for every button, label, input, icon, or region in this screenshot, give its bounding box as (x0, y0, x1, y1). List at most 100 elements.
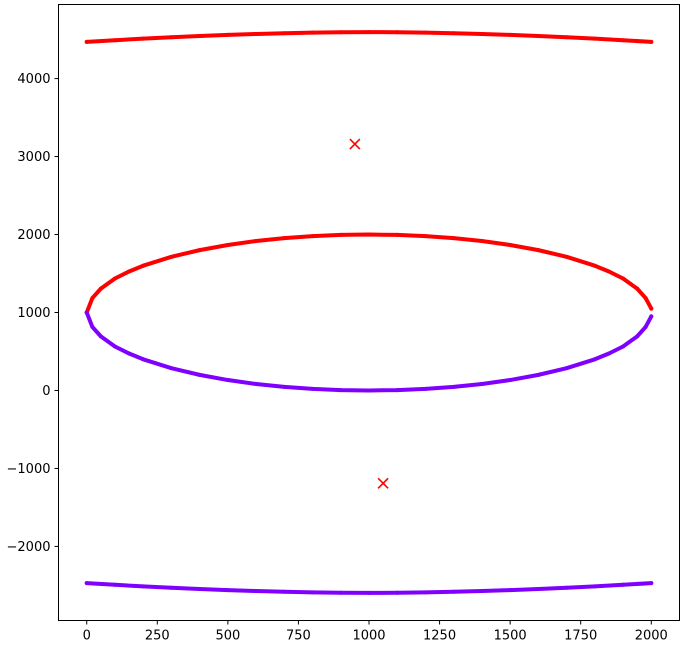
data-point (310, 590, 315, 595)
data-point (84, 581, 89, 586)
data-point (423, 590, 428, 595)
data-point (282, 384, 287, 389)
data-point (112, 276, 117, 281)
data-point (423, 386, 428, 391)
x-tick-label: 1500 (494, 629, 527, 644)
data-point (127, 351, 132, 356)
series-4 (349, 138, 389, 489)
data-point (395, 30, 400, 35)
data-point (423, 234, 428, 239)
data-point (621, 582, 626, 587)
data-point (84, 39, 89, 44)
data-point (225, 378, 230, 383)
series-0 (84, 30, 654, 44)
y-tick-label: 0 (42, 384, 50, 399)
x-axis: 0 250 500 750 1000 1250 1500 1750 2000 (83, 620, 668, 644)
data-point (564, 254, 569, 259)
data-point (338, 590, 343, 595)
data-point (169, 254, 174, 259)
data-point (536, 586, 541, 591)
data-point (367, 232, 371, 237)
data-point (606, 269, 611, 274)
data-point (643, 296, 648, 301)
x-tick-label: 1000 (352, 629, 385, 644)
data-point (451, 384, 456, 389)
data-point (367, 388, 371, 393)
data-point (254, 238, 259, 243)
data-point (606, 351, 611, 356)
data-point (564, 366, 569, 371)
data-point (98, 286, 103, 291)
data-point (649, 39, 654, 44)
data-point (169, 585, 174, 590)
x-tick-label: 750 (286, 629, 311, 644)
data-point (310, 386, 315, 391)
x-tick-label: 2000 (635, 629, 668, 644)
data-point (479, 31, 484, 36)
data-point (197, 372, 202, 377)
data-point (649, 581, 654, 586)
data-point (112, 582, 117, 587)
x-tick-label: 250 (145, 629, 170, 644)
data-point (508, 378, 513, 383)
data-point (84, 310, 89, 315)
data-point (564, 585, 569, 590)
data-point (395, 232, 400, 237)
series-2 (84, 310, 654, 393)
data-point (225, 242, 230, 247)
data-point (621, 38, 626, 43)
data-point (112, 38, 117, 43)
data-point (643, 324, 648, 329)
x-marker (377, 477, 389, 489)
data-point (141, 36, 146, 41)
data-point (141, 263, 146, 268)
data-point (592, 357, 597, 362)
data-point (90, 296, 95, 301)
data-point (479, 382, 484, 387)
data-point (282, 589, 287, 594)
y-tick-label: 4000 (17, 72, 50, 87)
data-point (508, 588, 513, 593)
plot-series (84, 30, 654, 595)
data-point (169, 366, 174, 371)
x-tick-label: 500 (215, 629, 240, 644)
data-point (621, 276, 626, 281)
data-point (451, 236, 456, 241)
y-tick-label: −1000 (7, 462, 51, 477)
data-point (564, 35, 569, 40)
data-point (367, 590, 371, 595)
data-point (536, 372, 541, 377)
data-point (197, 586, 202, 591)
data-point (395, 590, 400, 595)
x-tick-label: 1250 (423, 629, 456, 644)
x-marker-stroke (349, 138, 361, 150)
x-tick-label: 1750 (564, 629, 597, 644)
data-point (649, 306, 654, 311)
data-point (112, 344, 117, 349)
x-marker (349, 138, 361, 150)
data-point (282, 31, 287, 36)
x-marker-stroke (377, 477, 389, 489)
data-point (127, 269, 132, 274)
data-point (592, 36, 597, 41)
y-axis: −2000 −1000 0 1000 2000 3000 4000 (7, 72, 59, 555)
data-point (635, 334, 640, 339)
data-point (536, 34, 541, 39)
data-point (282, 236, 287, 241)
y-tick-label: 2000 (17, 228, 50, 243)
data-point (451, 589, 456, 594)
data-point (254, 589, 259, 594)
data-point (367, 30, 371, 35)
data-point (225, 32, 230, 37)
data-point (508, 32, 513, 37)
data-point (649, 314, 654, 319)
data-point (225, 588, 230, 593)
series-3 (84, 581, 654, 595)
data-point (98, 334, 103, 339)
y-tick-label: 1000 (17, 306, 50, 321)
data-point (592, 263, 597, 268)
x-tick-label: 0 (83, 629, 91, 644)
data-point (451, 31, 456, 36)
